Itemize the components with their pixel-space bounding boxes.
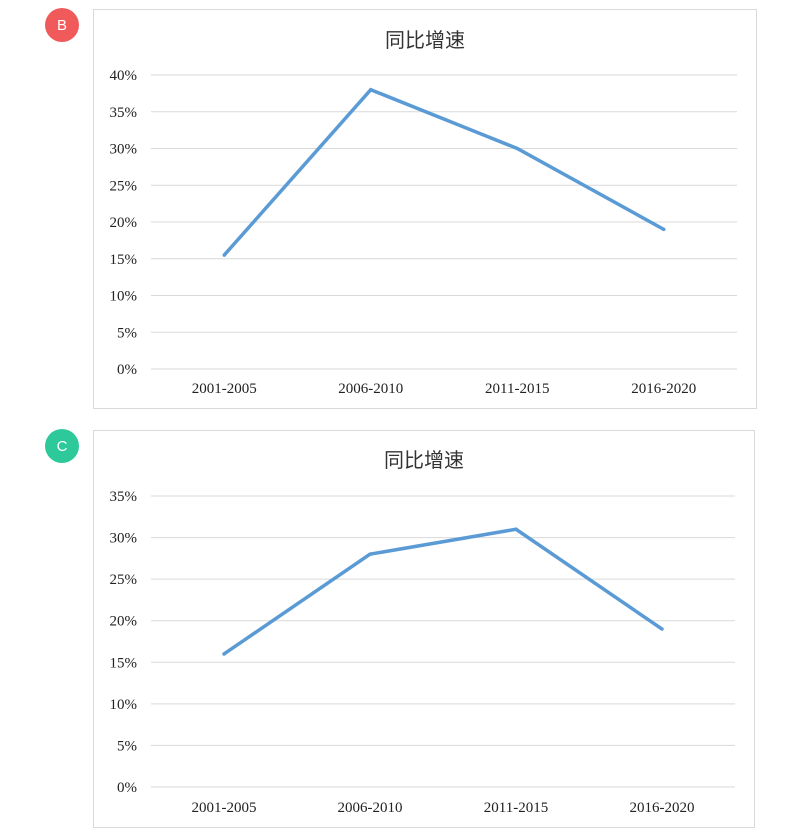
line-chart-c: 同比增速 0% 5% 10% 15% 20% 25% 30% 35% 2001-2005 2006… (110, 448, 735, 816)
y-tick-label: 5% (117, 325, 137, 341)
y-tick-label: 20% (110, 215, 138, 231)
data-point (369, 87, 373, 92)
data-point (662, 227, 666, 232)
series-line (222, 87, 665, 257)
y-tick-label: 0% (117, 780, 137, 796)
chart-panel-c: 同比增速 0% 5% 10% 15% 20% 25% 30% 35% 2001-2005 2006… (93, 430, 755, 828)
chart-title: 同比增速 (384, 448, 464, 472)
y-tick-label: 15% (110, 655, 138, 671)
y-tick-label: 25% (110, 178, 138, 194)
x-tick-label: 2001-2005 (192, 800, 257, 816)
y-tick-label: 35% (110, 489, 138, 505)
y-tick-label: 30% (110, 142, 138, 158)
data-point (368, 552, 372, 556)
x-tick-label: 2016-2020 (631, 381, 696, 397)
series-line (223, 527, 663, 656)
x-tick-label: 2016-2020 (630, 800, 695, 816)
data-point (514, 527, 518, 532)
y-tick-label: 10% (110, 697, 138, 713)
x-tick-label: 2001-2005 (192, 381, 257, 397)
y-tick-label: 20% (110, 614, 138, 630)
chart-title: 同比增速 (385, 28, 465, 52)
y-tick-label: 30% (110, 531, 138, 547)
badge-c: C (45, 429, 79, 463)
y-tick-label: 25% (110, 572, 138, 588)
data-point (222, 253, 226, 257)
y-tick-label: 10% (110, 289, 138, 305)
y-tick-label: 0% (117, 362, 137, 378)
data-point (222, 652, 226, 656)
x-tick-label: 2006-2010 (338, 381, 403, 397)
x-tick-label: 2006-2010 (338, 800, 403, 816)
y-tick-label: 15% (110, 252, 138, 268)
data-point (515, 146, 519, 151)
x-tick-label: 2011-2015 (484, 800, 548, 816)
data-point (660, 627, 664, 631)
y-tick-label: 40% (110, 68, 138, 84)
line-chart-b: 同比增速 0% 5% 10% 15% 20% 25% 30% 35% 40% 2001-2005 2… (110, 28, 737, 397)
badge-b: B (45, 8, 79, 42)
y-tick-label: 5% (117, 738, 137, 754)
x-tick-label: 2011-2015 (485, 381, 549, 397)
y-tick-label: 35% (110, 105, 138, 121)
chart-panel-b: 同比增速 0% 5% 10% 15% 20% 25% 30% 35% 40% 2001-2005 2… (93, 9, 757, 409)
